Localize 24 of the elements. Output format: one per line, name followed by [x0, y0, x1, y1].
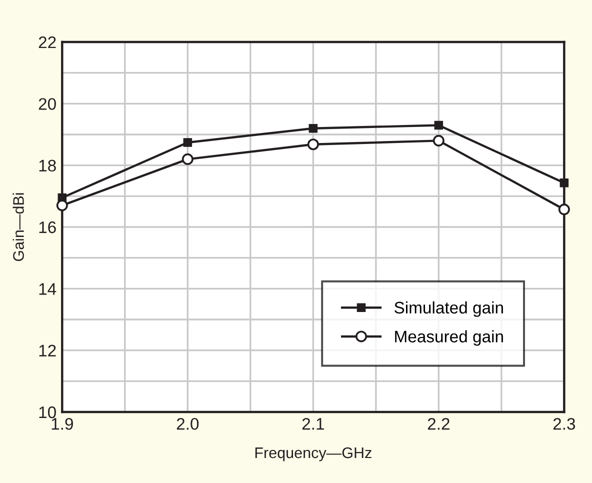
- point: [308, 124, 318, 133]
- legend-label: Measured gain: [395, 330, 503, 346]
- point: [182, 153, 194, 165]
- y-tick-label: 18: [39, 160, 56, 172]
- point: [434, 120, 444, 130]
- x-axis-title: Frequency—GHz: [255, 447, 372, 462]
- x-tick-label: 2.1: [302, 418, 324, 430]
- point: [558, 204, 570, 216]
- y-tick-label: 12: [39, 344, 56, 356]
- point: [432, 134, 444, 146]
- x-tick-label: 2.0: [176, 418, 199, 430]
- legend-label: Simulated gain: [394, 301, 503, 317]
- point: [183, 138, 192, 147]
- x-tick-label: 2.2: [428, 418, 450, 430]
- y-axis-title: Gain—dBi: [12, 193, 24, 262]
- y-tick-label: 20: [38, 98, 56, 110]
- x-tick-label: 2.3: [553, 418, 576, 430]
- x-tick-label: 1.9: [52, 418, 73, 430]
- y-tick-label: 10: [39, 406, 56, 418]
- y-tick-label: 22: [38, 36, 56, 48]
- point: [560, 178, 569, 188]
- y-tick-label: 16: [39, 221, 56, 234]
- point: [307, 138, 319, 150]
- y-tick-label: 14: [39, 283, 56, 295]
